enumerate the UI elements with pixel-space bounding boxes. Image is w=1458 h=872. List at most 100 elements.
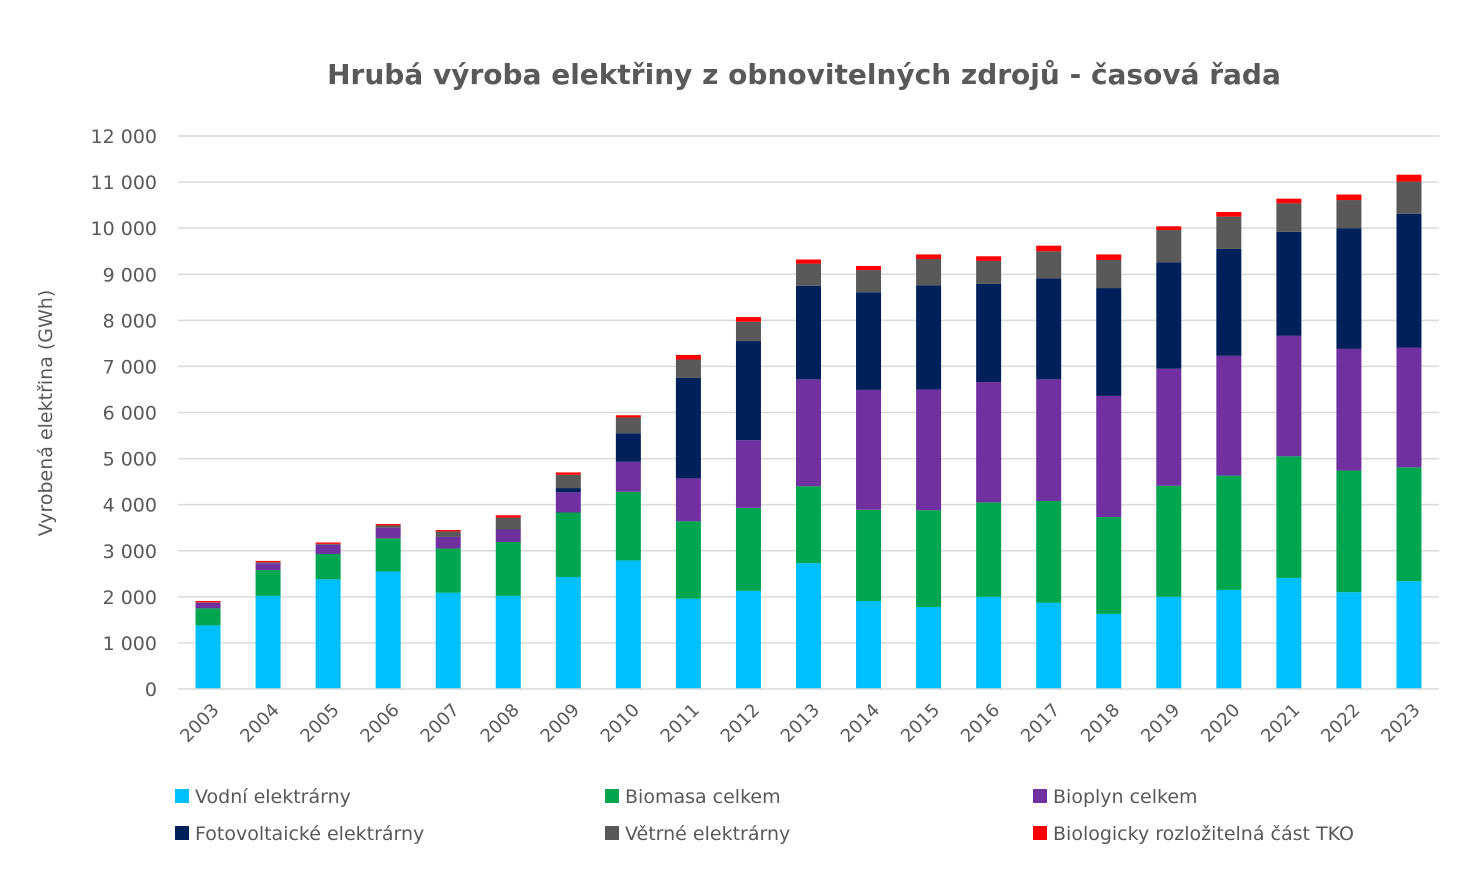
bar-segment xyxy=(195,602,221,609)
bar-segment xyxy=(315,579,341,689)
bar-segment xyxy=(916,285,942,390)
bar-segment xyxy=(315,542,341,544)
x-tick-label: 2005 xyxy=(296,700,343,747)
legend-item: Biomasa celkem xyxy=(605,786,781,808)
y-tick-label: 6 000 xyxy=(103,403,157,425)
bar-segment xyxy=(856,600,882,689)
bar-segment xyxy=(255,560,281,563)
bar-segment xyxy=(735,590,761,689)
legend-swatch xyxy=(175,826,189,840)
bar-segment xyxy=(495,595,521,689)
bar-segment xyxy=(976,256,1002,261)
legend-swatch xyxy=(1033,826,1047,840)
y-tick-label: 0 xyxy=(145,679,157,701)
bar-segment xyxy=(1396,213,1422,348)
bar-segment xyxy=(495,541,521,596)
bar-segment xyxy=(856,292,882,390)
x-tick-label: 2010 xyxy=(597,700,644,747)
bar-segment xyxy=(1096,288,1122,396)
bar-segment xyxy=(1096,613,1122,689)
bar-segment xyxy=(916,254,942,260)
bar-segment xyxy=(856,509,882,601)
bar-segment xyxy=(495,517,521,530)
bar-segment xyxy=(796,563,821,689)
bar-segment xyxy=(1336,228,1362,349)
bar-segment xyxy=(375,525,401,528)
bar-segment xyxy=(615,433,641,462)
legend-label: Bioplyn celkem xyxy=(1053,786,1198,808)
x-tick-label: 2019 xyxy=(1137,700,1184,747)
bar-segment xyxy=(856,265,882,271)
bar-segment xyxy=(435,530,461,532)
bar-segment xyxy=(195,625,221,689)
legend-item: Bioplyn celkem xyxy=(1033,786,1198,808)
bar-segment xyxy=(1036,602,1062,689)
x-tick-label: 2017 xyxy=(1017,700,1064,747)
bar-segment xyxy=(1156,596,1182,689)
bar-segment xyxy=(315,543,341,545)
legend-label: Vodní elektrárny xyxy=(195,786,351,808)
bar-segment xyxy=(615,417,641,434)
bar-segment xyxy=(555,492,581,513)
bar-segment xyxy=(1276,456,1302,578)
x-tick-label: 2018 xyxy=(1077,700,1124,747)
bar-segment xyxy=(916,510,942,607)
bar-segment xyxy=(735,321,761,342)
bar-segment xyxy=(1156,485,1182,597)
bar-segment xyxy=(1216,355,1242,476)
bar-segment xyxy=(255,595,281,689)
bar-segment xyxy=(735,341,761,441)
bar-segment xyxy=(495,529,521,542)
bar-segment xyxy=(796,259,821,264)
bar-segment xyxy=(1336,348,1362,471)
bar-segment xyxy=(375,524,401,526)
bar-segment xyxy=(1156,226,1182,231)
bars xyxy=(195,174,1422,689)
bar-segment xyxy=(435,536,461,549)
bar-segment xyxy=(555,512,581,578)
legend-item: Vodní elektrárny xyxy=(175,786,351,808)
y-tick-label: 12 000 xyxy=(91,126,157,148)
y-tick-label: 7 000 xyxy=(103,356,157,378)
bar-segment xyxy=(976,260,1002,284)
bar-segment xyxy=(255,570,281,596)
bar-segment xyxy=(1036,379,1062,501)
legend-label: Biologicky rozložitelná část TKO xyxy=(1053,823,1354,845)
legend-swatch xyxy=(605,826,619,840)
bar-segment xyxy=(675,478,701,522)
bar-segment xyxy=(1216,216,1242,249)
bar-segment xyxy=(675,359,701,378)
x-tick-label: 2012 xyxy=(717,700,764,747)
bar-segment xyxy=(195,608,221,626)
bar-segment xyxy=(1036,245,1062,252)
y-tick-label: 1 000 xyxy=(103,633,157,655)
bar-segment xyxy=(495,515,521,518)
bar-segment xyxy=(1036,500,1062,603)
y-axis-label: Vyrobená elektřina (GWh) xyxy=(35,290,57,537)
bar-segment xyxy=(856,270,882,293)
bar-segment xyxy=(675,598,701,689)
bar-segment xyxy=(1276,203,1302,232)
y-tick-label: 10 000 xyxy=(91,218,157,240)
y-tick-label: 3 000 xyxy=(103,541,157,563)
bar-segment xyxy=(255,563,281,571)
x-tick-label: 2020 xyxy=(1197,700,1244,747)
bar-segment xyxy=(1396,347,1422,468)
bar-segment xyxy=(1216,589,1242,689)
bar-segment xyxy=(916,606,942,689)
legend-item: Biologicky rozložitelná část TKO xyxy=(1033,823,1354,845)
bar-segment xyxy=(1156,230,1182,263)
bar-segment xyxy=(1276,198,1302,204)
legend-swatch xyxy=(605,789,619,803)
legend-item: Větrné elektrárny xyxy=(605,823,790,845)
bar-segment xyxy=(916,259,942,286)
x-tick-label: 2016 xyxy=(957,700,1004,747)
y-tick-label: 11 000 xyxy=(91,172,157,194)
y-tick-label: 2 000 xyxy=(103,587,157,609)
bar-segment xyxy=(555,488,581,493)
x-tick-label: 2014 xyxy=(837,700,884,747)
bar-segment xyxy=(615,415,641,418)
bar-segment xyxy=(255,562,281,564)
bar-segment xyxy=(1336,200,1362,229)
